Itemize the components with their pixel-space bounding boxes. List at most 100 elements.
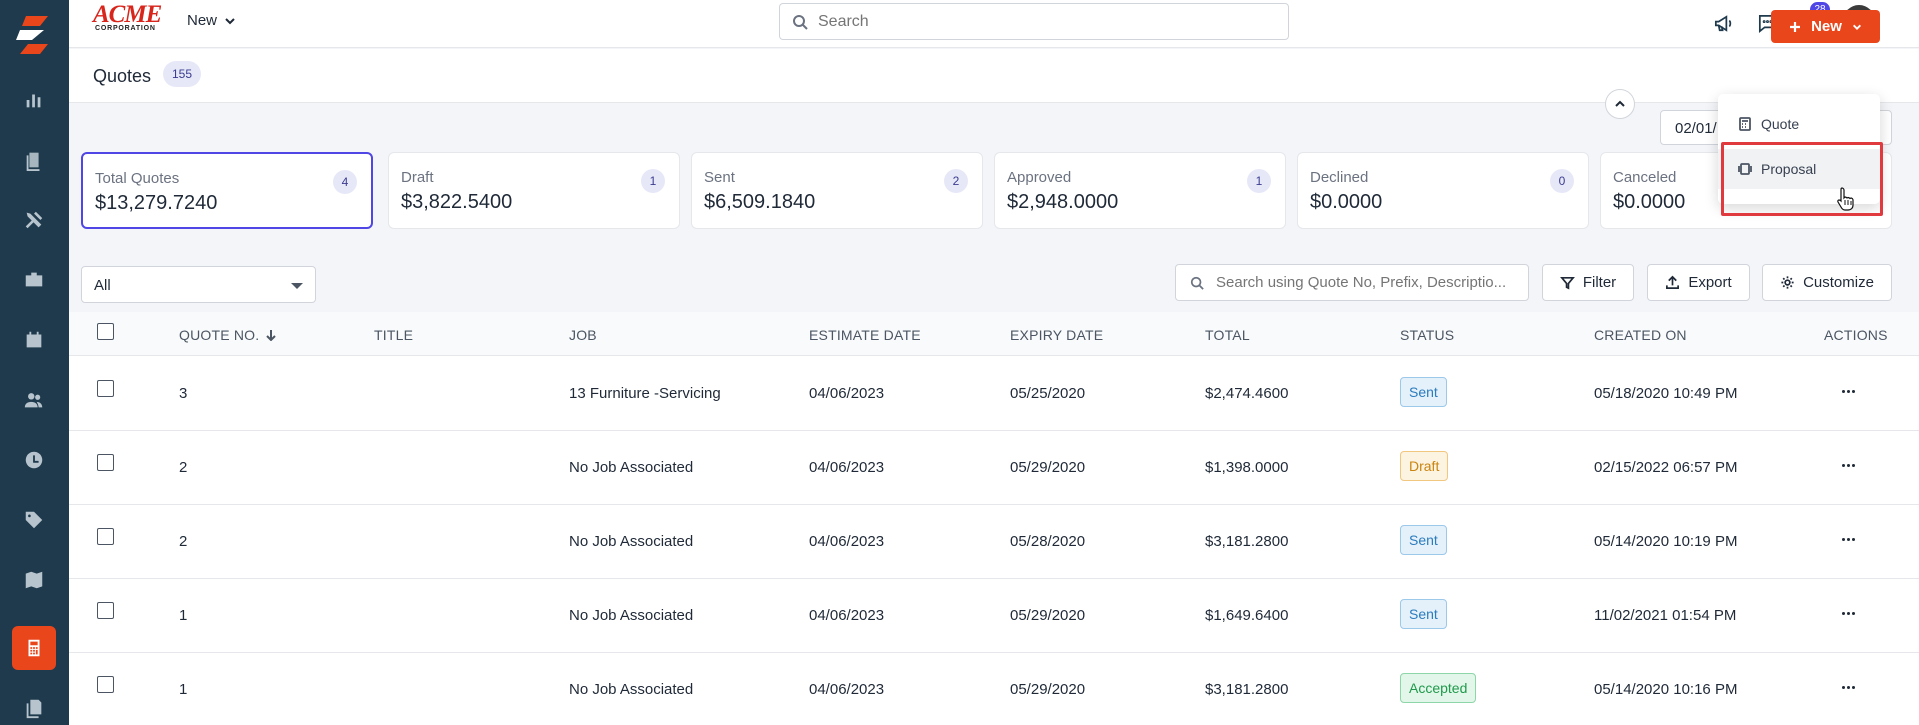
job: 13 Furniture -Servicing bbox=[569, 385, 721, 402]
table-row[interactable]: 2 No Job Associated 04/06/2023 05/29/202… bbox=[69, 431, 1919, 505]
export-button[interactable]: Export bbox=[1647, 264, 1750, 301]
sidebar-item-calendar[interactable] bbox=[12, 318, 56, 362]
sidebar-item-tags[interactable] bbox=[12, 498, 56, 542]
table-row[interactable]: 3 13 Furniture -Servicing 04/06/2023 05/… bbox=[69, 357, 1919, 431]
calculator-icon bbox=[1739, 117, 1751, 131]
table-search[interactable] bbox=[1175, 264, 1529, 301]
row-checkbox[interactable] bbox=[97, 676, 114, 693]
expiry-date: 05/29/2020 bbox=[1010, 607, 1086, 624]
sidebar-item-tools[interactable] bbox=[12, 198, 56, 242]
clock-icon bbox=[25, 451, 43, 469]
row-checkbox[interactable] bbox=[97, 602, 114, 619]
stat-count: 2 bbox=[944, 169, 968, 193]
row-checkbox[interactable] bbox=[97, 528, 114, 545]
more-actions-icon[interactable] bbox=[1836, 379, 1860, 403]
quote-no[interactable]: 1 bbox=[179, 681, 188, 698]
page-title: Quotes bbox=[93, 66, 152, 86]
estimate-date: 04/06/2023 bbox=[809, 459, 885, 476]
stat-label: Declined bbox=[1310, 169, 1369, 186]
total: $3,181.2800 bbox=[1205, 533, 1289, 550]
proposal-icon bbox=[1738, 163, 1752, 175]
status-badge: Sent bbox=[1400, 525, 1447, 555]
more-actions-icon[interactable] bbox=[1836, 527, 1860, 551]
column-header-total[interactable]: TOTAL bbox=[1205, 327, 1250, 343]
arrow-down-icon bbox=[266, 330, 277, 342]
column-header-job[interactable]: JOB bbox=[569, 327, 597, 343]
status-badge: Sent bbox=[1400, 599, 1447, 629]
estimate-date: 04/06/2023 bbox=[809, 533, 885, 550]
expiry-date: 05/28/2020 bbox=[1010, 533, 1086, 550]
chevron-down-icon bbox=[1852, 24, 1861, 30]
estimate-date: 04/06/2023 bbox=[809, 385, 885, 402]
table-search-input[interactable] bbox=[1216, 274, 1526, 291]
calculator-icon bbox=[28, 639, 40, 657]
quote-no[interactable]: 2 bbox=[179, 459, 188, 476]
column-header-estimate-date[interactable]: ESTIMATE DATE bbox=[809, 327, 921, 343]
quote-no[interactable]: 1 bbox=[179, 607, 188, 624]
collapse-stats-button[interactable] bbox=[1605, 89, 1635, 119]
stat-card-total-quotes[interactable]: Total Quotes $13,279.7240 4 bbox=[81, 152, 373, 229]
row-checkbox[interactable] bbox=[97, 454, 114, 471]
announcements-button[interactable] bbox=[1709, 9, 1737, 37]
column-header-status[interactable]: STATUS bbox=[1400, 327, 1455, 343]
search-icon bbox=[793, 14, 808, 30]
top-new-menu[interactable]: New bbox=[187, 12, 235, 29]
stat-card-approved[interactable]: Approved $2,948.0000 1 bbox=[994, 152, 1286, 229]
stat-card-draft[interactable]: Draft $3,822.5400 1 bbox=[388, 152, 680, 229]
stat-value: $6,509.1840 bbox=[704, 191, 816, 213]
column-header-actions: ACTIONS bbox=[1824, 327, 1888, 343]
column-header-expiry-date[interactable]: EXPIRY DATE bbox=[1010, 327, 1104, 343]
table-row[interactable]: 1 No Job Associated 04/06/2023 05/29/202… bbox=[69, 653, 1919, 725]
sidebar-item-map[interactable] bbox=[12, 558, 56, 602]
total: $1,398.0000 bbox=[1205, 459, 1289, 476]
estimate-date: 04/06/2023 bbox=[809, 607, 885, 624]
table-row[interactable]: 1 No Job Associated 04/06/2023 05/29/202… bbox=[69, 579, 1919, 653]
row-checkbox[interactable] bbox=[97, 380, 114, 397]
menu-item-quote[interactable]: Quote bbox=[1718, 104, 1880, 144]
app-logo-icon[interactable] bbox=[14, 10, 54, 56]
sidebar bbox=[0, 0, 69, 725]
menu-item-proposal[interactable]: Proposal bbox=[1718, 149, 1880, 189]
total: $2,474.4600 bbox=[1205, 385, 1289, 402]
column-header-quote-no[interactable]: QUOTE NO. bbox=[179, 327, 277, 343]
plus-icon bbox=[1790, 21, 1801, 32]
stat-card-declined[interactable]: Declined $0.0000 0 bbox=[1297, 152, 1589, 229]
column-header-title[interactable]: TITLE bbox=[374, 327, 414, 343]
status-filter-select[interactable]: All bbox=[81, 266, 316, 303]
sidebar-item-reports[interactable] bbox=[12, 78, 56, 122]
filter-button[interactable]: Filter bbox=[1542, 264, 1634, 301]
sidebar-item-jobs[interactable] bbox=[12, 138, 56, 182]
customize-button[interactable]: Customize bbox=[1762, 264, 1892, 301]
global-search-input[interactable] bbox=[818, 12, 1278, 31]
sidebar-item-briefcase[interactable] bbox=[12, 258, 56, 302]
created-on: 02/15/2022 06:57 PM bbox=[1594, 459, 1738, 476]
map-icon bbox=[25, 571, 43, 589]
column-header-created-on[interactable]: CREATED ON bbox=[1594, 327, 1687, 343]
status-filter-value: All bbox=[94, 277, 111, 294]
brand-logo[interactable]: ACME CORPORATION bbox=[93, 2, 165, 36]
funnel-icon bbox=[1559, 276, 1575, 290]
more-actions-icon[interactable] bbox=[1836, 675, 1860, 699]
stat-label: Sent bbox=[704, 169, 735, 186]
stat-value: $13,279.7240 bbox=[95, 192, 218, 214]
quote-no[interactable]: 2 bbox=[179, 533, 188, 550]
stat-count: 1 bbox=[1247, 169, 1271, 193]
quote-no[interactable]: 3 bbox=[179, 385, 188, 402]
global-search[interactable] bbox=[779, 3, 1289, 40]
status-badge: Accepted bbox=[1400, 673, 1477, 703]
new-button[interactable]: New bbox=[1771, 10, 1880, 43]
stat-card-sent[interactable]: Sent $6,509.1840 2 bbox=[691, 152, 983, 229]
sidebar-item-customers[interactable] bbox=[12, 378, 56, 422]
table-row[interactable]: 2 No Job Associated 04/06/2023 05/28/202… bbox=[69, 505, 1919, 579]
select-all-checkbox[interactable] bbox=[97, 323, 114, 340]
more-actions-icon[interactable] bbox=[1836, 453, 1860, 477]
sidebar-item-timesheets[interactable] bbox=[12, 438, 56, 482]
more-actions-icon[interactable] bbox=[1836, 601, 1860, 625]
expiry-date: 05/29/2020 bbox=[1010, 459, 1086, 476]
expiry-date: 05/25/2020 bbox=[1010, 385, 1086, 402]
sidebar-item-documents[interactable] bbox=[12, 686, 56, 725]
new-button-label: New bbox=[1811, 18, 1842, 35]
sidebar-item-quotes[interactable] bbox=[12, 626, 56, 670]
calendar-icon bbox=[26, 331, 42, 348]
caret-down-icon bbox=[291, 283, 303, 289]
